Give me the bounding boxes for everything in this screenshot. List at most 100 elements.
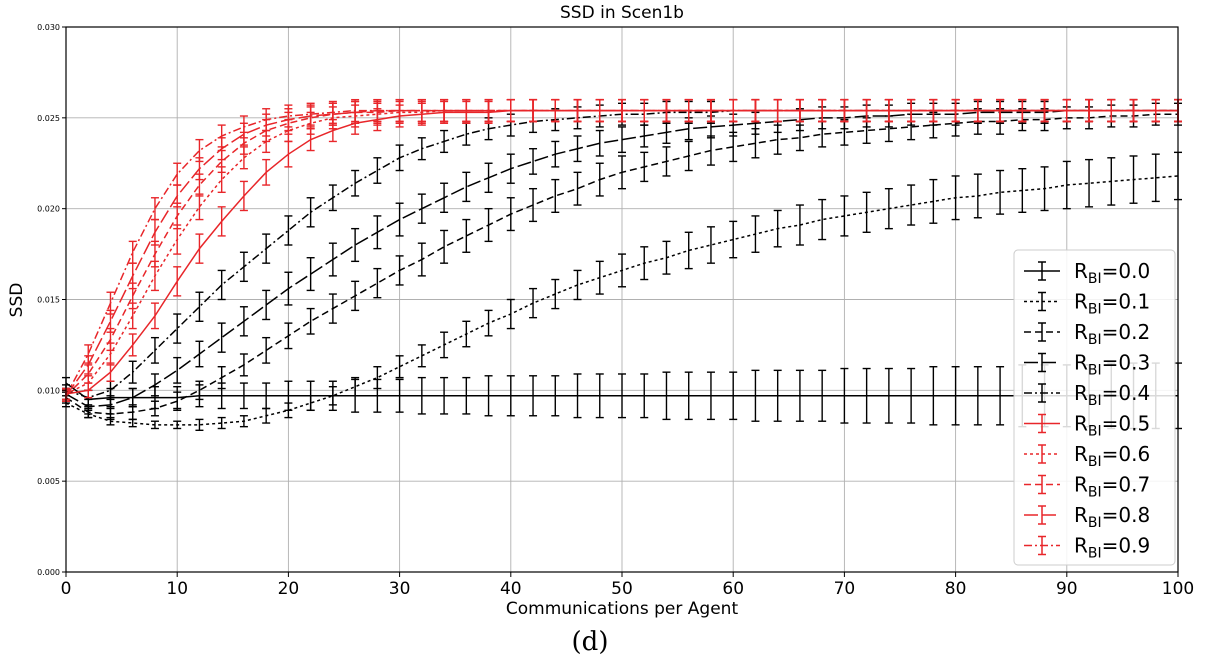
error-bar	[529, 287, 538, 319]
x-tick-label: 100	[1162, 579, 1194, 599]
legend-label: RBI=0.1	[1074, 290, 1150, 318]
error-bar	[150, 373, 159, 397]
legend-label-value: =0.2	[1102, 320, 1151, 344]
x-tick-label: 70	[834, 579, 856, 599]
error-bar	[239, 180, 248, 212]
error-bar	[818, 369, 827, 422]
error-bar	[573, 373, 582, 419]
legend-label-sub: BI	[1088, 424, 1102, 440]
error-bar	[1062, 160, 1071, 210]
error-bar	[1085, 98, 1094, 123]
error-bar	[862, 367, 871, 424]
error-bar	[351, 98, 360, 123]
legend-item: RBI=0.7	[1024, 473, 1150, 501]
y-tick-label: 0.005	[37, 477, 60, 486]
error-bar	[440, 182, 449, 214]
y-tick-label: 0.030	[37, 23, 60, 32]
error-bar	[907, 367, 916, 424]
legend-label-sub: BI	[1088, 515, 1102, 531]
error-bar	[1151, 98, 1160, 123]
error-bar	[551, 278, 560, 310]
error-bar	[173, 356, 182, 384]
error-bar	[951, 175, 960, 221]
error-bar	[484, 207, 493, 243]
error-bar	[951, 98, 960, 123]
error-bar	[884, 98, 893, 123]
y-tick-label: 0.010	[37, 386, 60, 395]
error-bar	[217, 416, 226, 430]
series-line	[65, 109, 1178, 397]
legend-label-main: R	[1074, 381, 1088, 405]
error-bar	[1107, 157, 1116, 206]
legend-label-main: R	[1074, 259, 1088, 283]
legend-box	[1013, 249, 1176, 566]
error-bar	[773, 98, 782, 123]
legend-label: RBI=0.9	[1074, 534, 1150, 562]
error-bar	[595, 129, 604, 157]
x-tick-label: 50	[611, 579, 633, 599]
error-bar	[328, 184, 337, 212]
error-bar	[128, 360, 137, 384]
error-bar	[284, 104, 293, 128]
legend-label-main: R	[1074, 473, 1088, 497]
error-bar	[328, 293, 337, 324]
legend-label-main: R	[1074, 534, 1088, 558]
legend-label-main: R	[1074, 351, 1088, 375]
error-bar	[173, 162, 182, 186]
legend-label-sub: BI	[1088, 454, 1102, 470]
error-bar	[173, 391, 182, 412]
error-bar	[262, 336, 271, 364]
error-bar	[751, 98, 760, 123]
legend-label-main: R	[1074, 290, 1088, 314]
legend-label-value: =0.4	[1102, 381, 1151, 405]
error-bar	[729, 371, 738, 421]
error-bar	[684, 231, 693, 270]
x-tick-label: 0	[61, 579, 72, 599]
error-bar	[1107, 98, 1116, 123]
error-bar	[573, 135, 582, 163]
legend-label-main: R	[1074, 320, 1088, 344]
legend-item: RBI=0.1	[1024, 290, 1150, 318]
error-bar	[551, 98, 560, 123]
legend-label-value: =0.7	[1102, 473, 1151, 497]
error-bar	[729, 220, 738, 259]
series-layer	[62, 98, 1182, 431]
error-bar	[239, 306, 248, 337]
x-tick-label: 10	[166, 579, 188, 599]
y-axis: 0.000 0.005 0.010 0.015 0.020 0.025 0.030	[37, 23, 66, 577]
error-bar	[618, 373, 626, 419]
legend-label: RBI=0.5	[1074, 412, 1150, 440]
error-bar	[996, 366, 1005, 426]
legend-item: RBI=0.9	[1024, 534, 1150, 562]
error-bar	[773, 369, 782, 422]
error-bar	[640, 373, 649, 419]
error-bar	[306, 102, 315, 126]
legend-item: RBI=0.6	[1024, 442, 1150, 470]
error-bar	[973, 98, 982, 123]
error-bar	[551, 375, 560, 417]
error-bar	[595, 162, 604, 197]
error-bar	[462, 320, 471, 348]
error-bar	[506, 375, 515, 417]
x-tick-label: 60	[722, 579, 744, 599]
error-bar	[150, 302, 159, 330]
legend-item: RBI=0.3	[1024, 351, 1150, 379]
y-tick-label: 0.015	[37, 296, 60, 305]
error-bar	[195, 233, 204, 264]
error-bar	[306, 257, 315, 292]
error-bar	[195, 291, 204, 322]
error-bar	[395, 98, 404, 123]
error-bar	[239, 415, 248, 428]
error-bar	[506, 98, 515, 123]
error-bar	[662, 371, 671, 421]
error-bar	[417, 193, 426, 224]
error-bar	[884, 367, 893, 424]
error-bar	[573, 269, 582, 301]
error-bar	[173, 420, 182, 430]
error-bar	[417, 137, 426, 161]
legend-label: RBI=0.0	[1074, 259, 1150, 287]
error-bar	[373, 157, 382, 184]
legend-label-value: =0.0	[1102, 259, 1151, 283]
error-bar	[840, 98, 849, 123]
error-bar	[395, 255, 404, 286]
